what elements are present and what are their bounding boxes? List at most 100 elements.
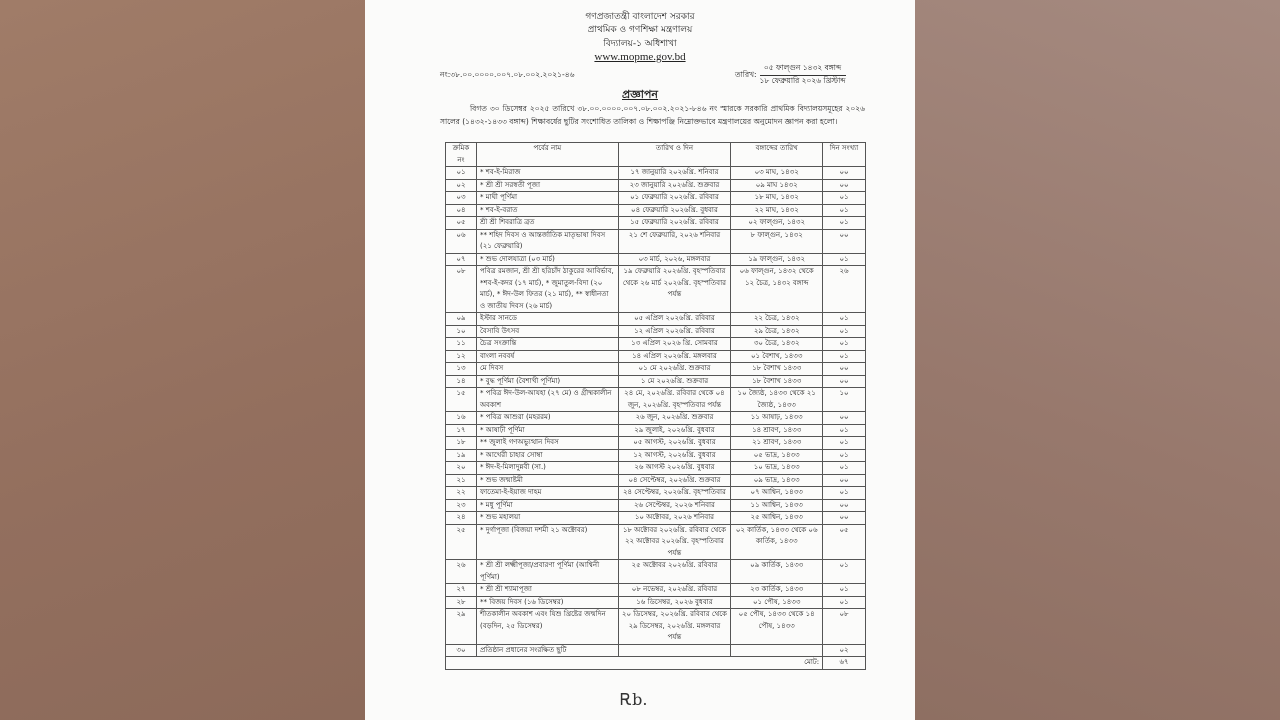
serial-cell: ০৮ xyxy=(445,265,477,313)
event-cell: মে দিবস xyxy=(475,362,619,376)
days-cell: ০১ xyxy=(822,337,866,351)
table-row: ২৭ * শ্রী শ্রী শ্যামাপূজা ০৮ নভেম্বর, ২০২৬… xyxy=(445,583,866,597)
days-cell: ০০ xyxy=(822,178,866,192)
table-row: ০৪ * শব-ই-বরাত ০৪ ফেব্রুয়ারি ২০২৬খ্রি. বু… xyxy=(445,203,866,217)
bangla-date-cell: ০৯ ভাদ্র, ১৪৩৩ xyxy=(730,473,824,487)
date-cell: ১৬ ডিসেম্বর, ২০২৬ বুধবার xyxy=(617,595,732,609)
serial-cell: ১৪ xyxy=(445,374,477,388)
event-cell: * শব-ই-মিরাজ xyxy=(475,166,619,180)
days-cell: ০১ xyxy=(822,486,866,500)
serial-cell: ১১ xyxy=(445,337,477,351)
branch-name: বিদ্যালয়-১ অধিশাখা xyxy=(603,39,677,49)
table-row: ১১ চৈত্র সংক্রান্তি ১৩ এপ্রিল ২০২৬ খ্রি. স… xyxy=(445,337,866,351)
serial-cell: ০৯ xyxy=(445,312,477,326)
table-row: ৩০ প্রতিষ্ঠান প্রধানের সংরক্ষিত ছুটি ০২ xyxy=(445,643,866,657)
bangla-date-cell: ২৩ কার্তিক, ১৪৩৩ xyxy=(730,583,824,597)
table-row: ১৪ * বুদ্ধ পূর্ণিমা (বৈশাখী পূর্ণিমা) ১ মে… xyxy=(445,374,866,388)
serial-cell: ২২ xyxy=(445,486,477,500)
table-row: ২৯ শীতকালীন অবকাশ এবং যিশু খ্রিষ্টের জন্ম… xyxy=(445,608,866,645)
event-cell: ইস্টার সানডে xyxy=(475,312,619,326)
date-cell: ০৫ আগস্ট, ২০২৬খ্রি. বুধবার xyxy=(617,436,732,450)
event-cell: * শুভ দোলযাত্রা (০৩ মার্চ) xyxy=(475,252,619,266)
serial-cell: ২৯ xyxy=(445,608,477,645)
serial-cell: ১০ xyxy=(445,324,477,338)
serial-cell: ২৩ xyxy=(445,498,477,512)
date-bangla: ০৫ ফাল্গুন ১৪৩২ বঙ্গাব্দ xyxy=(759,63,846,76)
days-cell: ০১ xyxy=(822,203,866,217)
table-row: ১৯ * আখেরী চাহার সোম্বা ১২ আগস্ট, ২০২৬খ্রি… xyxy=(445,448,866,462)
memo-number: নং:৩৮.০০.০০০০.০০৭.০৮.০০২.২০২১-৪৬ xyxy=(440,70,575,79)
serial-cell: ১২ xyxy=(445,349,477,363)
date-cell: ০৩ মার্চ, ২০২৬, মঙ্গলবার xyxy=(617,252,732,266)
serial-cell: ২০ xyxy=(445,461,477,475)
table-row: ০১ * শব-ই-মিরাজ ১৭ জানুয়ারি ২০২৬খ্রি. শনি… xyxy=(445,166,866,180)
date-cell: ২৩ জানুয়ারি ২০২৬খ্রি. শুক্রবার xyxy=(617,178,732,192)
total-row: মোট: ৬৭ xyxy=(444,656,866,670)
table-header-row: ক্রমিক নং পর্বের নাম তারিখ ও দিন বঙ্গাব্… xyxy=(445,142,866,167)
date-cell: ১২ আগস্ট, ২০২৬খ্রি. বুধবার xyxy=(617,448,732,462)
event-cell: * শ্রী শ্রী লক্ষ্মীপূজা/প্রবারণা পূর্ণিম… xyxy=(475,559,619,584)
bangla-date-cell: ১৮ বৈশাখ ১৪৩৩ xyxy=(730,374,824,388)
bangla-date-cell: ২২ চৈত্র, ১৪৩২ xyxy=(730,312,824,326)
date-cell: ১৮ অক্টোবর ২০২৬খ্রি. রবিবার থেকে ২২ অক্ট… xyxy=(617,523,732,560)
bangla-date-cell: ২২ মাঘ, ১৪৩২ xyxy=(730,203,824,217)
event-cell: ** বিজয় দিবস (১৬ ডিসেম্বর) xyxy=(475,595,619,609)
table-row: ০৯ ইস্টার সানডে ০৫ এপ্রিল ২০২৬খ্রি. রবিবার… xyxy=(445,312,866,326)
days-cell: ০৮ xyxy=(822,608,866,645)
days-cell: ০১ xyxy=(822,448,866,462)
date-cell: ২৯ জুলাই, ২০২৬খ্রি. বুধবার xyxy=(617,423,732,437)
signature: Ꭱb. xyxy=(620,690,648,709)
col-serial: ক্রমিক নং xyxy=(445,142,477,167)
date-cell: ০৪ সেপ্টেম্বর, ২০২৬খ্রি. শুক্রবার xyxy=(617,473,732,487)
bangla-date-cell: ২১ শ্রাবণ, ১৪৩৩ xyxy=(730,436,824,450)
table-row: ২২ ফাতেমা-ই-ইয়াজ দাহম ২৪ সেপ্টেম্বর, ২০২৬… xyxy=(445,486,866,500)
serial-cell: ২৬ xyxy=(445,559,477,584)
date-cell: ২১ শে ফেব্রুয়ারি, ২০২৬ শনিবার xyxy=(617,228,732,254)
event-cell: শীতকালীন অবকাশ এবং যিশু খ্রিষ্টের জন্মদি… xyxy=(475,608,619,645)
date-cell: ১৫ ফেব্রুয়ারি ২০২৬খ্রি. রবিবার xyxy=(617,216,732,230)
event-cell: * আখেরী চাহার সোম্বা xyxy=(475,448,619,462)
event-cell: * মধু পূর্ণিমা xyxy=(475,498,619,512)
event-cell: চৈত্র সংক্রান্তি xyxy=(475,337,619,351)
serial-cell: ০২ xyxy=(445,178,477,192)
days-cell: ০০ xyxy=(822,498,866,512)
bangla-date-cell: ০১ পৌষ, ১৪৩৩ xyxy=(730,595,824,609)
bangla-date-cell: ১৮ বৈশাখ ১৪৩৩ xyxy=(730,362,824,376)
website-link[interactable]: www.mopme.gov.bd xyxy=(594,51,686,63)
bangla-date-cell: ০৫ পৌষ, ১৪৩৩ থেকে ১৪ পৌষ, ১৪৩৩ xyxy=(730,608,824,645)
event-cell: * মাঘী পূর্ণিমা xyxy=(475,191,619,205)
total-label: মোট: xyxy=(444,656,824,670)
total-value: ৬৭ xyxy=(822,656,866,670)
serial-cell: ১৮ xyxy=(445,436,477,450)
days-cell: ০০ xyxy=(822,374,866,388)
event-cell: * পবিত্র ঈদ-উল-আযহা (২৭ মে) ও গ্রীষ্মকাল… xyxy=(475,387,619,412)
table-row: ০২ * শ্রী শ্রী সরস্বতী পূজা ২৩ জানুয়ারি ২… xyxy=(445,178,866,192)
serial-cell: ২৭ xyxy=(445,583,477,597)
date-cell: ১০ অক্টোবর, ২০২৬ শনিবার xyxy=(617,511,732,525)
bangla-date-cell: ১০ ভাদ্র, ১৪৩৩ xyxy=(730,461,824,475)
table-row: ১৮ ** জুলাই গণঅভ্যুত্থান দিবস ০৫ আগস্ট, ২০… xyxy=(445,436,866,450)
table-row: ২৫ * দুর্গাপূজা (বিজয়া দশমী ২১ অক্টোবর) ১… xyxy=(445,523,866,560)
date-cell: ২৪ সেপ্টেম্বর, ২০২৬খ্রি. বৃহস্পতিবার xyxy=(617,486,732,500)
event-cell: * দুর্গাপূজা (বিজয়া দশমী ২১ অক্টোবর) xyxy=(475,523,619,560)
date-cell: ১৪ এপ্রিল ২০২৬খ্রি. মঙ্গলবার xyxy=(617,349,732,363)
event-cell: * শুভ মহালয়া xyxy=(475,511,619,525)
serial-cell: ০৩ xyxy=(445,191,477,205)
date-cell: ২৫ অক্টোবর ২০২৬খ্রি. রবিবার xyxy=(617,559,732,584)
event-cell: শ্রী শ্রী শিবরাত্রি ব্রত xyxy=(475,216,619,230)
days-cell: ০১ xyxy=(822,312,866,326)
bangla-date-cell: ০২ ফাল্গুন, ১৪৩২ xyxy=(730,216,824,230)
bangla-date-cell: ৩০ চৈত্র, ১৪৩২ xyxy=(730,337,824,351)
days-cell: ০১ xyxy=(822,583,866,597)
event-cell: বৈসাবি উৎসব xyxy=(475,324,619,338)
ministry-name: প্রাথমিক ও গণশিক্ষা মন্ত্রণালয় xyxy=(587,25,693,35)
bangla-date-cell: ২৯ চৈত্র, ১৪৩২ xyxy=(730,324,824,338)
days-cell: ০১ xyxy=(822,559,866,584)
bangla-date-cell: ০৫ ভাদ্র, ১৪৩৩ xyxy=(730,448,824,462)
days-cell: ০০ xyxy=(822,228,866,254)
serial-cell: ০১ xyxy=(445,166,477,180)
days-cell: ০১ xyxy=(822,191,866,205)
bangla-date-cell: ১০ জ্যৈষ্ঠ, ১৪৩৩ থেকে ২১ জ্যৈষ্ঠ, ১৪৩৩ xyxy=(730,387,824,412)
holiday-table: ক্রমিক নং পর্বের নাম তারিখ ও দিন বঙ্গাব্… xyxy=(444,142,866,670)
event-cell: * পবিত্র আশুরা (মহররম) xyxy=(475,411,619,425)
